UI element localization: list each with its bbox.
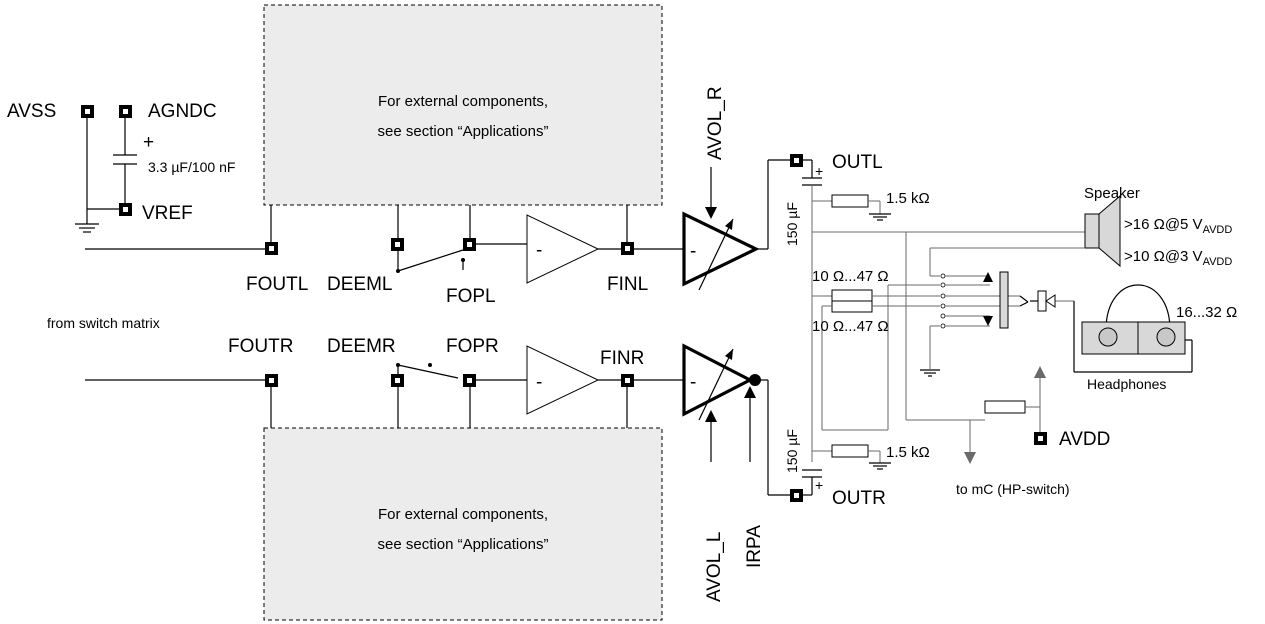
pin-label-outr: OUTR [832,488,886,509]
external-components-box-bottom [263,427,663,621]
pin-label-outl: OUTL [832,152,883,173]
hp-switch-note: to mC (HP-switch) [956,481,1070,497]
hp-detect-resistor [984,400,1026,414]
switch-matrix-note: from switch matrix [47,315,160,331]
pulldown-resistor-top-value: 1.5 kΩ [886,190,930,207]
power-amp-right [682,343,754,417]
power-amp-left-sign: - [690,241,696,262]
pin-label-fopr: FOPR [446,336,499,357]
pin-label-vref: VREF [142,203,193,224]
speaker-icon [1003,194,1121,268]
irpa-node [749,374,761,386]
series-resistor-top [831,289,873,302]
filter-amp-right-sign: - [536,372,542,393]
pin-label-deeml: DEEML [327,274,392,295]
pin-label-finl: FINL [607,274,648,295]
series-resistor-top-value: 10 Ω...47 Ω [812,268,889,285]
cap-bottom-plus: + [815,477,823,493]
filter-amp-left-sign: - [536,240,542,261]
filter-amp-left [526,214,600,284]
speaker-spec-2: >10 Ω@3 VAVDD [1124,248,1232,268]
pin-label-avss: AVSS [7,101,56,122]
speaker-spec-1: >16 Ω@5 VAVDD [1124,216,1232,236]
pin-label-foutr: FOUTR [228,336,293,357]
cap-top-value: 150 µF [784,202,800,246]
external-box-top-line1: For external components, [378,93,548,110]
headphone-jack [940,271,1074,329]
power-amp-right-sign: - [690,372,696,393]
pin-label-avdd: AVDD [1059,429,1110,450]
external-components-box-top [263,4,663,206]
control-label-avol-l: AVOL_L [704,532,725,602]
pulldown-resistor-bottom [831,444,869,458]
pulldown-resistor-bottom-value: 1.5 kΩ [886,444,930,461]
headphones-label: Headphones [1087,376,1166,392]
cap-top-plus: + [815,163,823,179]
cap-ref-value: 3.3 µF/100 nF [148,159,235,175]
pin-label-agndc: AGNDC [148,101,217,122]
pin-label-fopl: FOPL [446,286,496,307]
pulldown-resistor-top [831,194,869,208]
filter-amp-right [526,345,600,415]
pin-label-deemr: DEEMR [327,336,396,357]
power-amp-left [682,211,760,287]
cap-ref-plus: + [143,132,154,153]
headphones-impedance: 16...32 Ω [1176,304,1237,321]
control-label-irpa: IRPA [744,525,765,568]
series-resistor-bottom-value: 10 Ω...47 Ω [812,318,889,335]
external-box-top-line2: see section “Applications” [378,123,549,140]
cap-bottom-value: 150 µF [784,429,800,473]
speaker-title: Speaker [1084,185,1140,202]
headphones-icon [1073,284,1193,373]
external-box-bottom-line2: see section “Applications” [378,536,549,553]
series-resistor-bottom [831,300,873,313]
pin-label-foutl: FOUTL [246,274,308,295]
pin-label-finr: FINR [600,348,644,369]
control-label-avol-r: AVOL_R [705,86,726,160]
external-box-bottom-line1: For external components, [378,506,548,523]
